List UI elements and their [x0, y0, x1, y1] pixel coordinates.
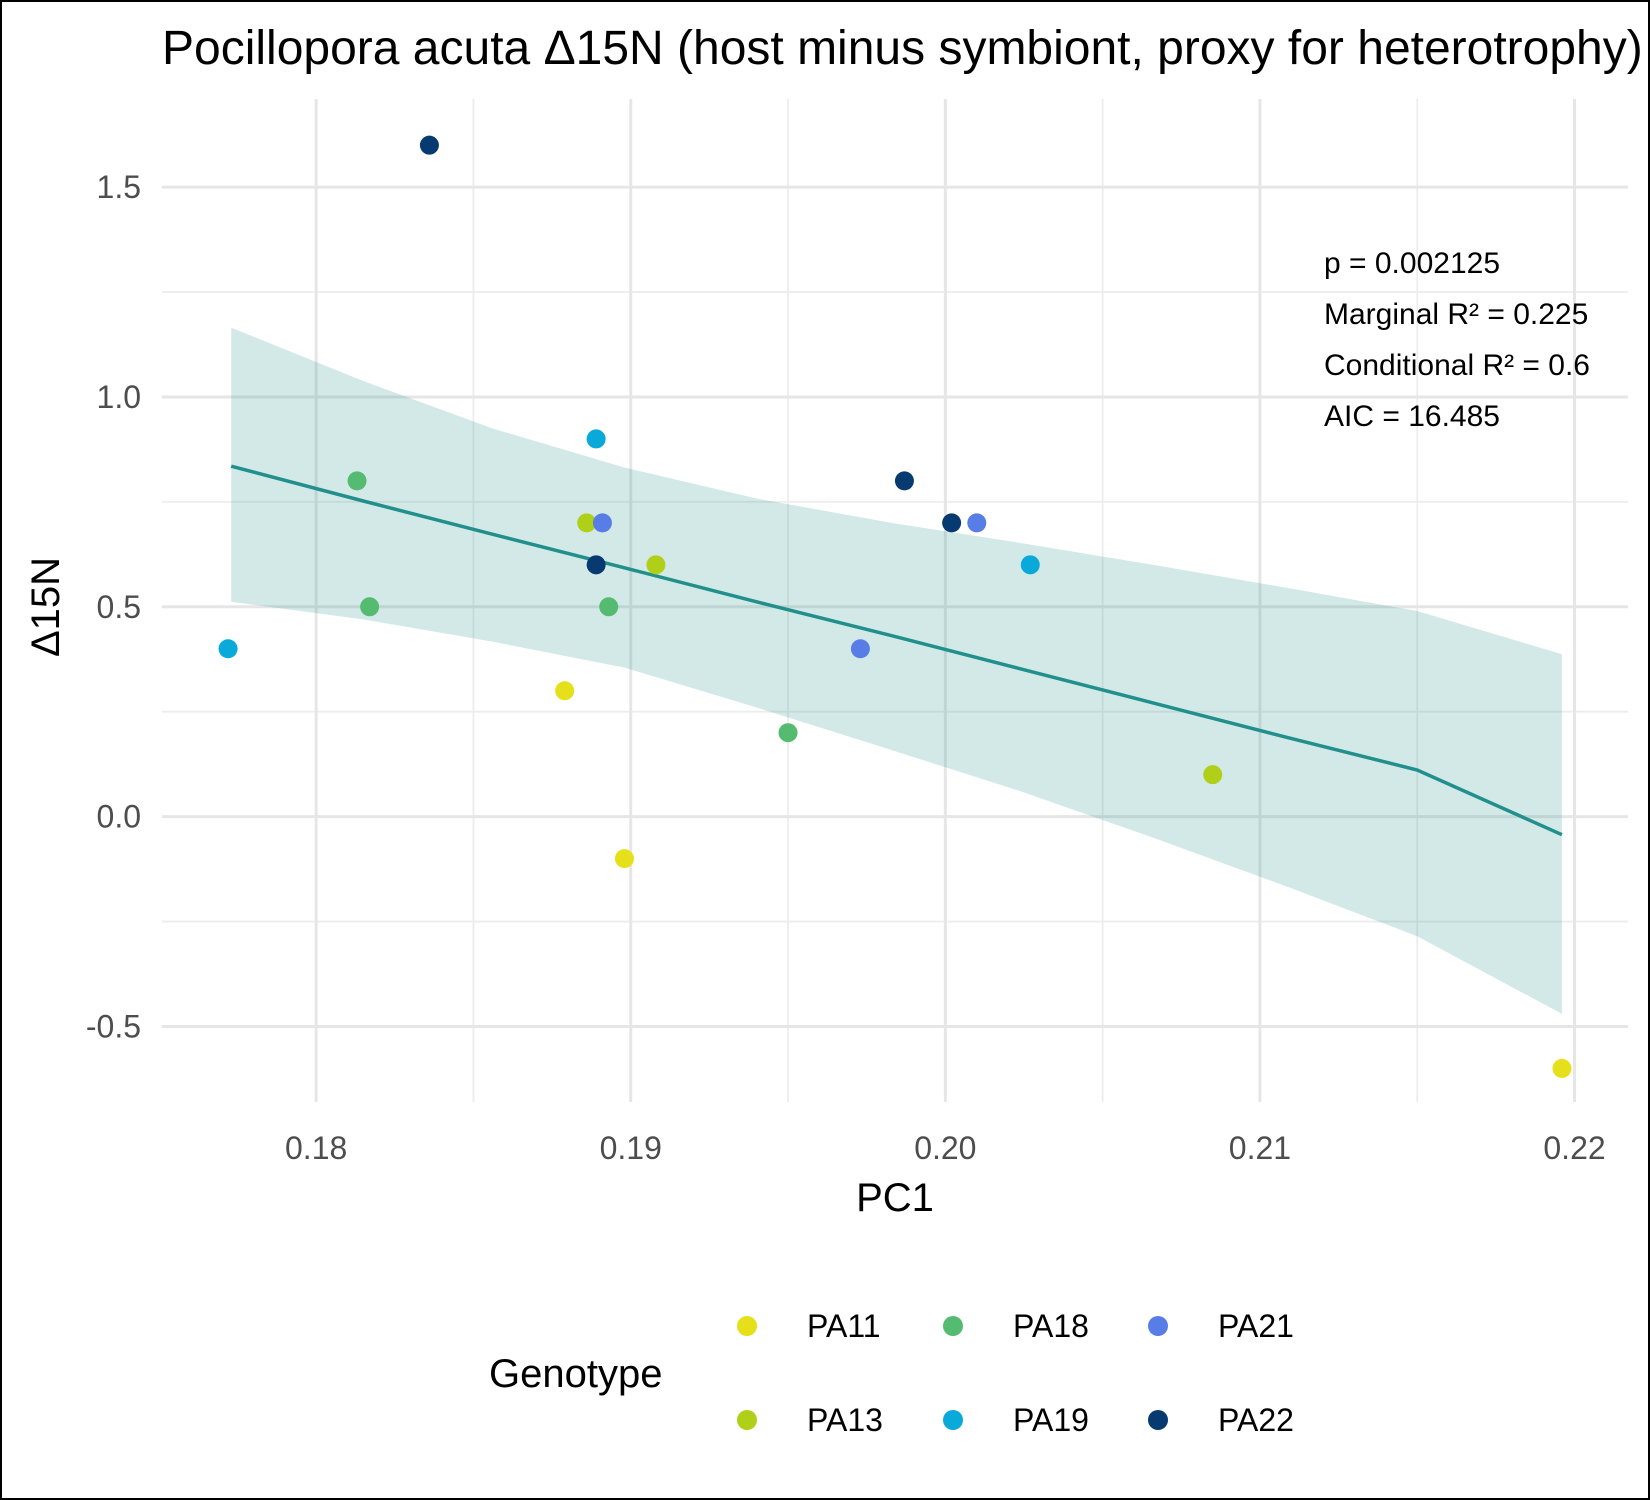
y-tick-label: 0.5 [97, 589, 141, 625]
data-point-pa18 [599, 597, 619, 617]
stats-line-aic: AIC = 16.485 [1324, 400, 1500, 433]
legend-label-pa22: PA22 [1218, 1402, 1294, 1438]
stats-annotation: p = 0.002125 Marginal R² = 0.225 Conditi… [1324, 247, 1590, 433]
data-point-pa19 [218, 639, 238, 659]
legend-key-pa18 [943, 1316, 963, 1336]
stats-line-p-value: p = 0.002125 [1324, 247, 1500, 280]
data-point-pa18 [360, 597, 380, 617]
data-point-pa19 [1020, 555, 1040, 575]
data-point-pa11 [1552, 1058, 1572, 1078]
data-point-pa11 [555, 681, 575, 701]
legend-label-pa13: PA13 [807, 1402, 883, 1438]
data-point-pa22 [586, 555, 606, 575]
confidence-band-layer [231, 327, 1562, 1014]
legend-label-pa19: PA19 [1013, 1402, 1089, 1438]
x-tick-label: 0.22 [1543, 1130, 1605, 1166]
legend-key-pa11 [737, 1316, 757, 1336]
confidence-band [231, 327, 1562, 1014]
grid-layer [162, 99, 1628, 1102]
stats-line-marginal-r2: Marginal R² = 0.225 [1324, 298, 1588, 331]
y-tick-label: 1.5 [97, 169, 141, 205]
legend-key-pa13 [737, 1410, 757, 1430]
legend-title: Genotype [489, 1352, 662, 1396]
legend-key-pa21 [1148, 1316, 1168, 1336]
data-point-pa19 [586, 429, 606, 449]
data-point-pa13 [646, 555, 666, 575]
data-point-pa21 [967, 513, 987, 533]
chart-title: Pocillopora acuta Δ15N (host minus symbi… [162, 22, 1643, 75]
axis-labels-layer: 0.18 0.19 0.20 0.21 0.22 -0.5 0.0 0.5 1.0 1.5 [86, 169, 1606, 1166]
data-point-pa18 [347, 471, 367, 491]
data-point-pa13 [577, 513, 597, 533]
data-point-pa11 [614, 849, 634, 869]
data-point-pa18 [778, 723, 798, 743]
data-point-pa22 [942, 513, 962, 533]
x-axis-title: PC1 [856, 1176, 934, 1220]
data-point-pa21 [592, 513, 612, 533]
data-point-pa13 [1203, 765, 1223, 785]
x-tick-label: 0.18 [285, 1130, 347, 1166]
y-tick-label: -0.5 [86, 1008, 141, 1044]
y-tick-label: 1.0 [97, 379, 141, 415]
y-axis-title: Δ15N [24, 557, 68, 657]
regression-line [230, 464, 1563, 837]
x-tick-label: 0.20 [914, 1130, 976, 1166]
legend: Genotype PA11 PA13 PA18 PA19 PA21 PA22 [489, 1308, 1294, 1438]
data-point-pa22 [894, 471, 914, 491]
legend-label-pa21: PA21 [1218, 1308, 1294, 1344]
legend-key-pa22 [1148, 1410, 1168, 1430]
y-tick-label: 0.0 [97, 799, 141, 835]
legend-key-pa19 [943, 1410, 963, 1430]
stats-line-conditional-r2: Conditional R² = 0.6 [1324, 349, 1590, 382]
data-point-pa21 [850, 639, 870, 659]
legend-label-pa11: PA11 [807, 1308, 881, 1344]
x-tick-label: 0.19 [600, 1130, 662, 1166]
points-layer [218, 135, 1572, 1078]
x-tick-label: 0.21 [1229, 1130, 1291, 1166]
legend-label-pa18: PA18 [1013, 1308, 1089, 1344]
data-point-pa22 [419, 135, 439, 155]
fit-line-layer [230, 464, 1563, 837]
legend-items: PA11 PA13 PA18 PA19 PA21 PA22 [737, 1308, 1294, 1438]
